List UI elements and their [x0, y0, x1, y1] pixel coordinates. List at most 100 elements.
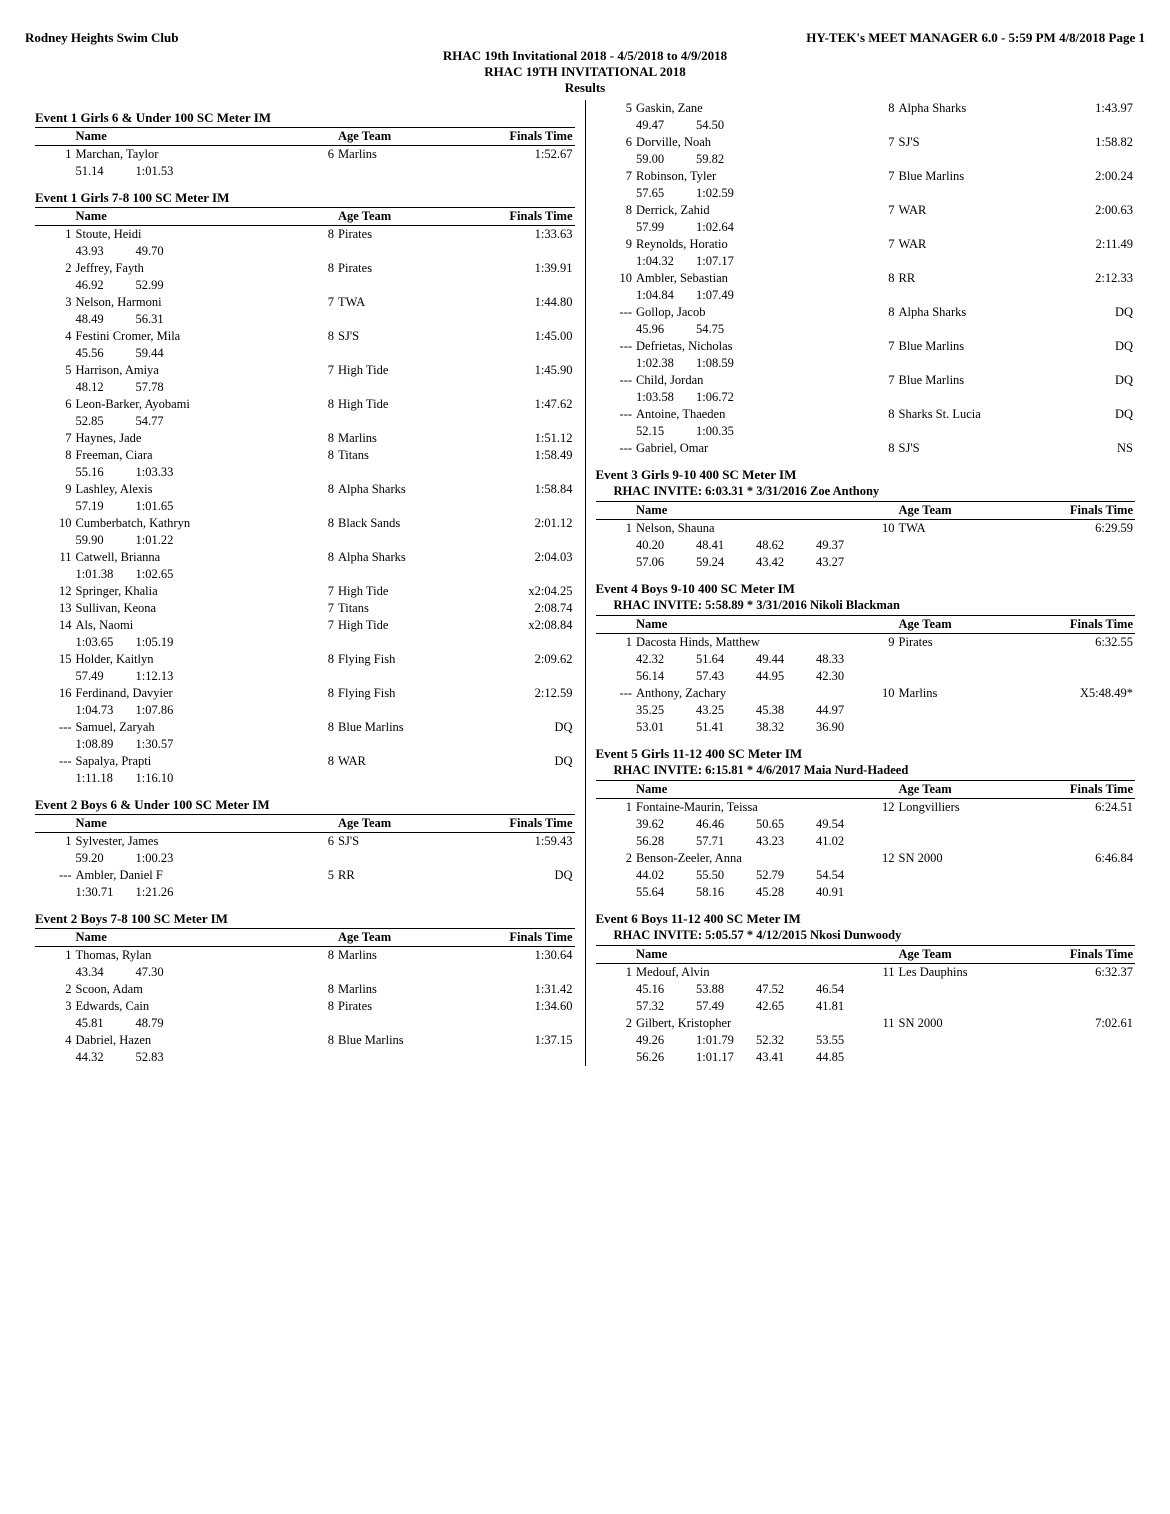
finals-time: 1:58.82 [1034, 134, 1135, 151]
age: 8 [868, 270, 897, 287]
age: 7 [868, 372, 897, 389]
invite-record: RHAC INVITE: 6:15.81 * 4/6/2017 Maia Nur… [596, 763, 1136, 778]
split-row: 52.151:00.35 [596, 423, 1136, 440]
split-row: 1:01.381:02.65 [35, 566, 575, 583]
team: Alpha Sharks [897, 304, 1034, 321]
meet-title-1: RHAC 19th Invitational 2018 - 4/5/2018 t… [25, 48, 1145, 64]
team: High Tide [336, 396, 473, 413]
place: 3 [35, 294, 74, 311]
split-row: 59.201:00.23 [35, 850, 575, 867]
team: TWA [336, 294, 473, 311]
swimmer-name: Benson-Zeeler, Anna [634, 850, 868, 867]
team: Flying Fish [336, 651, 473, 668]
result-row: --- Gabriel, Omar 8 SJ'S NS [596, 440, 1136, 457]
result-row: 2 Scoon, Adam 8 Marlins 1:31.42 [35, 981, 575, 998]
swimmer-name: Festini Cromer, Mila [74, 328, 308, 345]
invite-record: RHAC INVITE: 5:58.89 * 3/31/2016 Nikoli … [596, 598, 1136, 613]
software-stamp: HY-TEK's MEET MANAGER 6.0 - 5:59 PM 4/8/… [806, 30, 1145, 46]
swimmer-name: Dabriel, Hazen [74, 1032, 308, 1049]
table-header: Name Age Team Finals Time [35, 208, 575, 226]
result-row: 1 Dacosta Hinds, Matthew 9 Pirates 6:32.… [596, 634, 1136, 652]
age: 8 [307, 328, 336, 345]
table-header: Name Age Team Finals Time [35, 815, 575, 833]
age: 5 [307, 867, 336, 884]
team: SJ'S [336, 833, 473, 851]
team: SJ'S [897, 134, 1034, 151]
result-row: 11 Catwell, Brianna 8 Alpha Sharks 2:04.… [35, 549, 575, 566]
result-row: --- Gollop, Jacob 8 Alpha Sharks DQ [596, 304, 1136, 321]
place: 3 [35, 998, 74, 1015]
place: 2 [596, 1015, 635, 1032]
age: 8 [307, 719, 336, 736]
finals-time: 1:30.64 [473, 947, 574, 965]
table-header: Name Age Team Finals Time [596, 946, 1136, 964]
swimmer-name: Anthony, Zachary [634, 685, 868, 702]
result-row: 1 Fontaine-Maurin, Teissa 12 Longvillier… [596, 799, 1136, 817]
finals-time: 1:37.15 [473, 1032, 574, 1049]
finals-time: 1:58.84 [473, 481, 574, 498]
swimmer-name: Nelson, Harmoni [74, 294, 308, 311]
place: 8 [596, 202, 635, 219]
age: 8 [868, 304, 897, 321]
table-header: Name Age Team Finals Time [35, 929, 575, 947]
finals-time: 6:32.55 [1034, 634, 1135, 652]
place: 9 [35, 481, 74, 498]
age: 7 [868, 168, 897, 185]
finals-time: DQ [1034, 338, 1135, 355]
split-row: 57.191:01.65 [35, 498, 575, 515]
split-row: 35.2543.2545.3844.97 [596, 702, 1136, 719]
results-table: Name Age Team Finals Time 1 Marchan, Tay… [35, 127, 575, 180]
team: WAR [336, 753, 473, 770]
age: 7 [868, 134, 897, 151]
team: RR [897, 270, 1034, 287]
split-row: 43.3447.30 [35, 964, 575, 981]
finals-time: 1:52.67 [473, 146, 574, 164]
swimmer-name: Holder, Kaitlyn [74, 651, 308, 668]
age: 10 [868, 685, 897, 702]
place: 1 [35, 947, 74, 965]
finals-time: NS [1034, 440, 1135, 457]
age: 8 [307, 981, 336, 998]
result-row: --- Ambler, Daniel F 5 RR DQ [35, 867, 575, 884]
age: 9 [868, 634, 897, 652]
result-row: 1 Medouf, Alvin 11 Les Dauphins 6:32.37 [596, 964, 1136, 982]
table-header: Name Age Team Finals Time [596, 781, 1136, 799]
team: Alpha Sharks [336, 549, 473, 566]
split-row: 57.651:02.59 [596, 185, 1136, 202]
finals-time: 2:01.12 [473, 515, 574, 532]
result-row: 5 Harrison, Amiya 7 High Tide 1:45.90 [35, 362, 575, 379]
team: Marlins [897, 685, 1034, 702]
age: 6 [307, 833, 336, 851]
split-row: 57.991:02.64 [596, 219, 1136, 236]
finals-time: 2:08.74 [473, 600, 574, 617]
result-row: 7 Haynes, Jade 8 Marlins 1:51.12 [35, 430, 575, 447]
place: 4 [35, 328, 74, 345]
place: 10 [596, 270, 635, 287]
result-row: 3 Edwards, Cain 8 Pirates 1:34.60 [35, 998, 575, 1015]
split-row: 39.6246.4650.6549.54 [596, 816, 1136, 833]
finals-time: X5:48.49* [1034, 685, 1135, 702]
place: 8 [35, 447, 74, 464]
team: Pirates [336, 260, 473, 277]
swimmer-name: Reynolds, Horatio [634, 236, 868, 253]
finals-time: 2:09.62 [473, 651, 574, 668]
age: 6 [307, 146, 336, 164]
split-row: 53.0151.4138.3236.90 [596, 719, 1136, 736]
finals-time: 6:46.84 [1034, 850, 1135, 867]
split-row: 51.141:01.53 [35, 163, 575, 180]
event-title: Event 2 Boys 6 & Under 100 SC Meter IM [35, 797, 575, 813]
split-row: 44.3252.83 [35, 1049, 575, 1066]
results-table: 5 Gaskin, Zane 8 Alpha Sharks 1:43.97 49… [596, 100, 1136, 457]
swimmer-name: Samuel, Zaryah [74, 719, 308, 736]
swimmer-name: Nelson, Shauna [634, 520, 868, 538]
swimmer-name: Marchan, Taylor [74, 146, 308, 164]
results-table: Name Age Team Finals Time 1 Nelson, Shau… [596, 501, 1136, 571]
age: 8 [307, 515, 336, 532]
place: 6 [35, 396, 74, 413]
event-title: Event 6 Boys 11-12 400 SC Meter IM [596, 911, 1136, 927]
age: 8 [307, 1032, 336, 1049]
team: Marlins [336, 947, 473, 965]
split-row: 40.2048.4148.6249.37 [596, 537, 1136, 554]
age: 7 [307, 583, 336, 600]
place: 2 [35, 981, 74, 998]
